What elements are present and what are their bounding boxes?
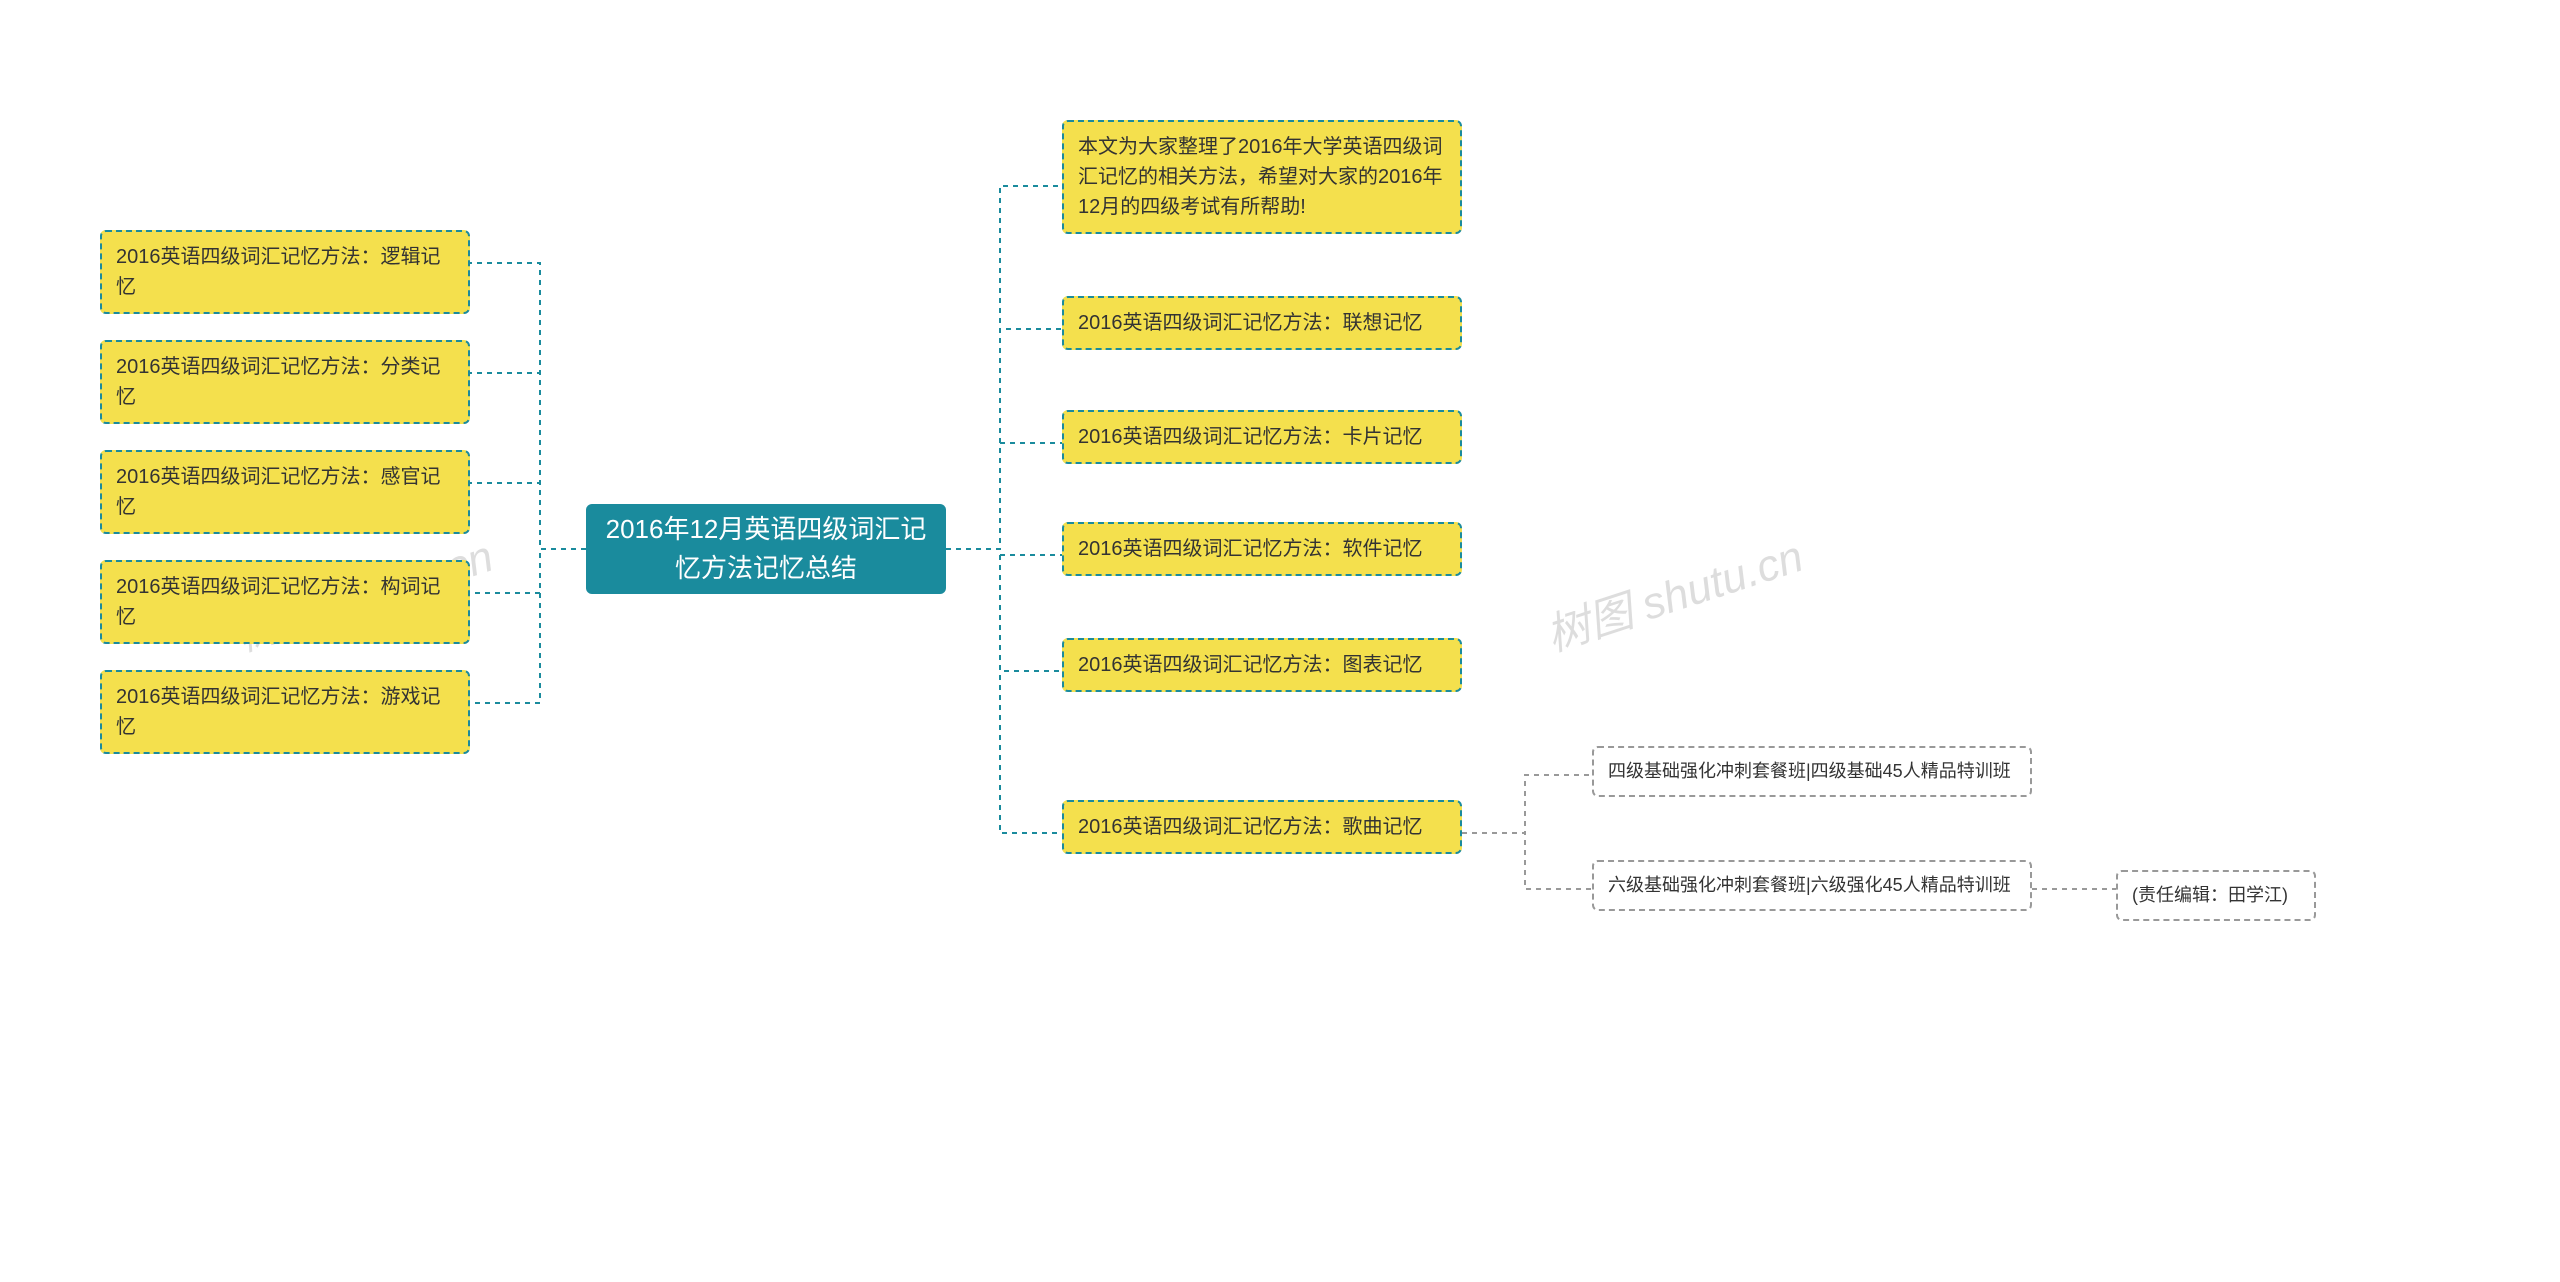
- right-node-association[interactable]: 2016英语四级词汇记忆方法：联想记忆: [1062, 296, 1462, 350]
- right-node-intro[interactable]: 本文为大家整理了2016年大学英语四级词汇记忆的相关方法，希望对大家的2016年…: [1062, 120, 1462, 234]
- sub-node-cet6-package[interactable]: 六级基础强化冲刺套餐班|六级强化45人精品特训班: [1592, 860, 2032, 911]
- right-node-software[interactable]: 2016英语四级词汇记忆方法：软件记忆: [1062, 522, 1462, 576]
- left-node-wordform[interactable]: 2016英语四级词汇记忆方法：构词记忆: [100, 560, 470, 644]
- right-node-card[interactable]: 2016英语四级词汇记忆方法：卡片记忆: [1062, 410, 1462, 464]
- central-node[interactable]: 2016年12月英语四级词汇记忆方法记忆总结: [586, 504, 946, 594]
- left-node-logic[interactable]: 2016英语四级词汇记忆方法：逻辑记忆: [100, 230, 470, 314]
- sub-node-cet4-package[interactable]: 四级基础强化冲刺套餐班|四级基础45人精品特训班: [1592, 746, 2032, 797]
- left-node-sensory[interactable]: 2016英语四级词汇记忆方法：感官记忆: [100, 450, 470, 534]
- left-node-category[interactable]: 2016英语四级词汇记忆方法：分类记忆: [100, 340, 470, 424]
- left-node-game[interactable]: 2016英语四级词汇记忆方法：游戏记忆: [100, 670, 470, 754]
- right-node-song[interactable]: 2016英语四级词汇记忆方法：歌曲记忆: [1062, 800, 1462, 854]
- right-node-chart[interactable]: 2016英语四级词汇记忆方法：图表记忆: [1062, 638, 1462, 692]
- leaf-node-editor[interactable]: (责任编辑：田学江): [2116, 870, 2316, 921]
